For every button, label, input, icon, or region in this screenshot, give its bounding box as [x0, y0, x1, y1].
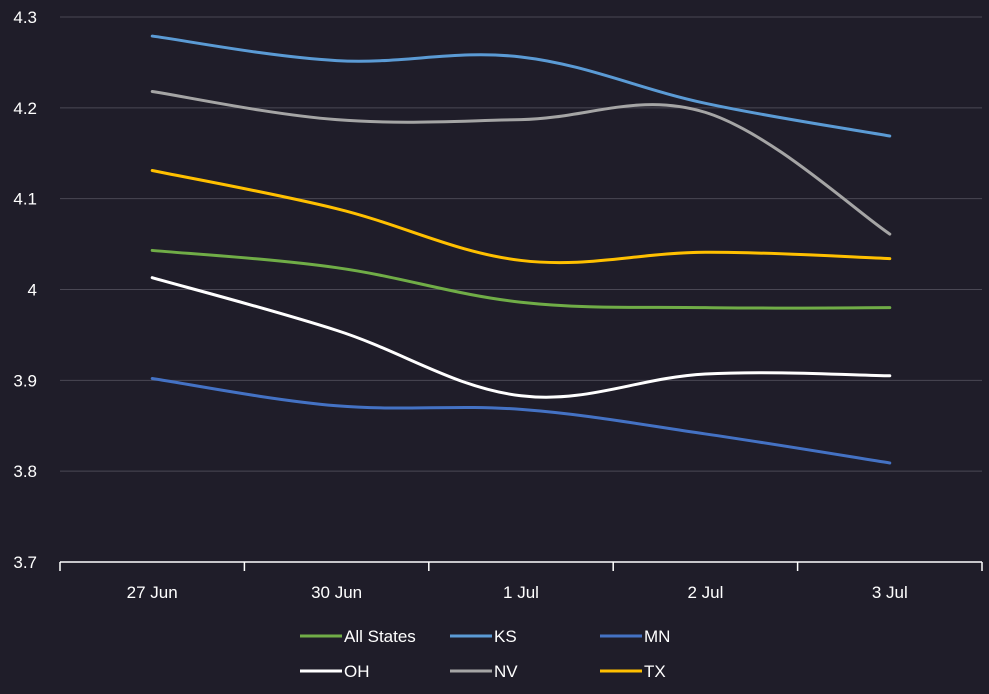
y-tick-label: 3.7: [13, 553, 37, 572]
legend: All States KS MN OH NV TX: [300, 627, 670, 681]
legend-label: KS: [494, 627, 517, 646]
x-axis: 27 Jun 30 Jun 1 Jul 2 Jul 3 Jul: [59, 561, 983, 602]
y-tick-label: 4.1: [13, 190, 37, 209]
legend-label: All States: [344, 627, 416, 646]
series-line-oh: [150, 276, 892, 399]
legend-label: MN: [644, 627, 670, 646]
legend-item: OH: [300, 662, 370, 681]
x-tick-label: 2 Jul: [687, 583, 723, 602]
series-line-ks: [150, 34, 892, 138]
y-tick-label: 4: [28, 281, 37, 300]
series-line-mn: [150, 377, 892, 465]
x-tick-label: 30 Jun: [311, 583, 362, 602]
legend-label: TX: [644, 662, 666, 681]
x-tick-label: 1 Jul: [503, 583, 539, 602]
y-axis-tick-labels: 3.7 3.8 3.9 4 4.1 4.2 4.3: [13, 8, 37, 572]
x-tick-label: 3 Jul: [872, 583, 908, 602]
y-tick-label: 4.3: [13, 8, 37, 27]
legend-item: MN: [600, 627, 670, 646]
gridlines: [60, 16, 982, 472]
legend-item: All States: [300, 627, 416, 646]
series-line-tx: [150, 169, 892, 265]
legend-item: KS: [450, 627, 517, 646]
y-tick-label: 3.8: [13, 462, 37, 481]
series-lines: [150, 34, 892, 465]
x-tick-label: 27 Jun: [127, 583, 178, 602]
legend-item: TX: [600, 662, 666, 681]
legend-label: NV: [494, 662, 518, 681]
y-tick-label: 3.9: [13, 371, 37, 390]
y-tick-label: 4.2: [13, 99, 37, 118]
legend-item: NV: [450, 662, 518, 681]
series-line-all-states: [150, 248, 892, 310]
legend-label: OH: [344, 662, 370, 681]
series-line-nv: [150, 89, 892, 236]
